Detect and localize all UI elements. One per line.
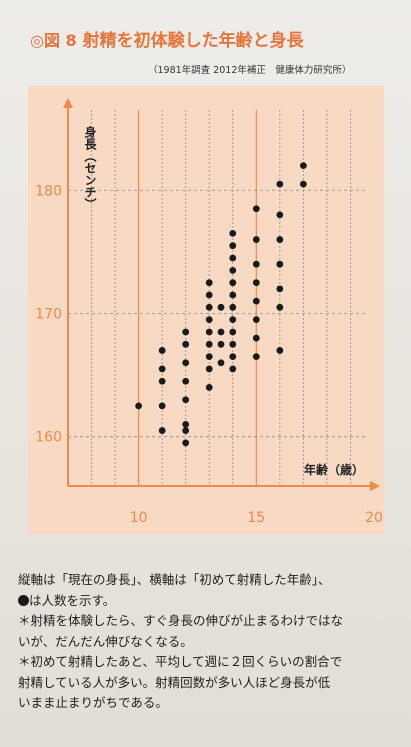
data-point [158,347,166,354]
x-tick-label: 10 [130,510,148,526]
data-point [252,279,260,287]
data-point [217,328,225,336]
y-axis-arrow [63,98,73,108]
data-point [182,427,190,434]
caption-line-1b: は人数を示す。 [29,592,116,608]
figure-source: （1981年調査 2012年補正 健康体力研究所） [148,65,352,76]
data-point [182,359,190,367]
figure-title-text: 射精を初体験した年齢と身長 [82,31,304,51]
y-tick-label: 160 [35,430,62,446]
data-point [276,260,284,268]
data-point [229,242,237,250]
data-point [205,291,213,299]
data-point [229,353,237,361]
data-point [229,316,237,324]
data-point [276,347,284,354]
data-point [252,205,260,213]
data-point [182,377,190,385]
data-point [299,162,307,170]
data-point [182,396,190,404]
data-point [182,439,190,447]
data-point [229,303,237,311]
data-point [229,229,237,237]
data-point [252,297,260,305]
data-point [135,402,143,410]
data-point [205,279,213,287]
figure-number: ◎図 8 [30,31,77,50]
data-point [182,420,190,428]
data-point [229,291,237,299]
data-point [158,427,166,434]
data-point [229,266,237,274]
caption-line-2: ＊射精を体験したら、すぐ身長の伸びが止まるわけではな [18,613,344,628]
data-point [229,365,237,373]
data-point [205,303,213,311]
x-tick-label: 15 [247,510,265,526]
data-point [276,285,284,293]
figure-title: ◎図 8 射精を初体験した年齢と身長 [30,26,304,51]
data-point [205,340,213,348]
chart-panel: 10 15 20 160 170 180 年齢（歳） 身長（センチ） [28,86,384,534]
data-point [276,180,284,188]
y-tick-label: 170 [35,306,62,322]
data-point [276,303,284,311]
data-point [229,254,237,262]
data-point [229,340,237,348]
data-point [252,334,260,342]
data-point [205,384,213,391]
scatter-chart: 10 15 20 160 170 180 年齢（歳） 身長（センチ） [35,98,383,526]
caption-line-3: いが、だんだん伸びなくなる。 [18,633,193,649]
data-point [252,260,260,268]
x-axis-label: 年齢（歳） [304,462,364,477]
caption-line-4: ＊初めて射精したあと、平均して週に２回くらいの割合で [18,654,343,669]
data-point [205,365,213,373]
caption-line-6: いまま止まりがちである。 [18,695,168,710]
data-point [205,316,213,324]
y-tick-label: 180 [35,183,62,199]
y-axis-label: 身長（センチ） [83,125,97,210]
x-axis-arrow [370,481,380,491]
dot-legend-icon [18,594,29,606]
data-point [252,236,260,243]
data-point [276,236,284,243]
data-point [252,316,260,324]
data-point [158,402,166,410]
data-point [217,359,225,367]
data-point [299,180,307,188]
caption-line-1: 縦軸は「現在の身長」、横軸は「初めて射精した年齢」、 は人数を示す。 [18,570,403,611]
data-point [217,303,225,311]
caption-line-5: 射精している人が多い。射精回数が多い人ほど身長が低 [18,674,331,690]
caption-line-1a: 縦軸は「現在の身長」、横軸は「初めて射精した年齢」、 [18,572,331,587]
data-point [252,353,260,361]
data-point [229,279,237,287]
data-point [158,377,166,385]
data-point [182,328,190,336]
data-point [182,340,190,348]
figure-caption: 縦軸は「現在の身長」、横軸は「初めて射精した年齢」、 は人数を示す。 ＊射精を体… [18,570,403,714]
data-point [205,353,213,361]
data-point [276,211,284,219]
data-point [229,328,237,336]
data-point [205,328,213,336]
data-point [217,340,225,348]
data-point [158,365,166,373]
x-tick-label: 20 [365,510,383,526]
